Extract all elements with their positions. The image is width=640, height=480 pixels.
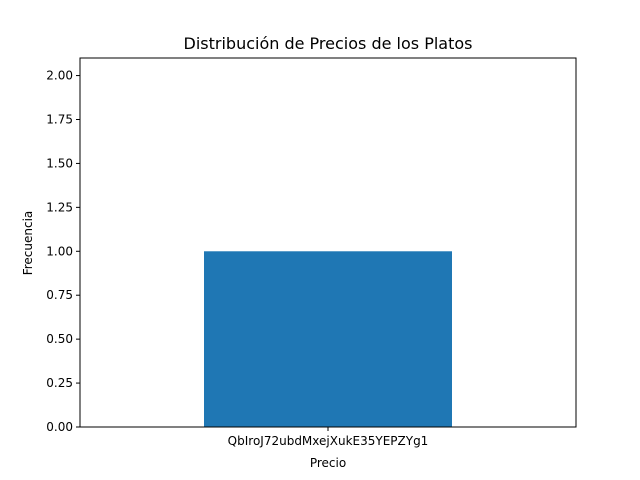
y-tick-label: 0.25	[46, 376, 73, 390]
y-tick-label: 1.00	[46, 244, 73, 258]
x-axis-label: Precio	[310, 456, 346, 470]
y-tick-label: 0.50	[46, 332, 73, 346]
y-tick-label: 1.25	[46, 200, 73, 214]
y-tick-label: 0.75	[46, 288, 73, 302]
plot-frame	[79, 57, 577, 428]
chart-title: Distribución de Precios de los Platos	[184, 34, 473, 53]
y-tick-label: 1.50	[46, 156, 73, 170]
bar	[204, 251, 452, 427]
x-tick-label: QbIroJ72ubdMxejXukE35YEPZYg1	[228, 434, 429, 448]
y-tick-label: 0.00	[46, 420, 73, 434]
y-tick-label: 1.75	[46, 113, 73, 127]
y-axis-ticks: 0.00 0.25 0.50 0.75 1.00 1.25 1.50 1.75 2.00	[46, 69, 80, 434]
y-axis-label: Frecuencia	[21, 211, 35, 276]
x-axis-ticks: QbIroJ72ubdMxejXukE35YEPZYg1	[228, 427, 429, 448]
y-tick-label: 2.00	[46, 69, 73, 83]
bars-group	[204, 251, 452, 427]
